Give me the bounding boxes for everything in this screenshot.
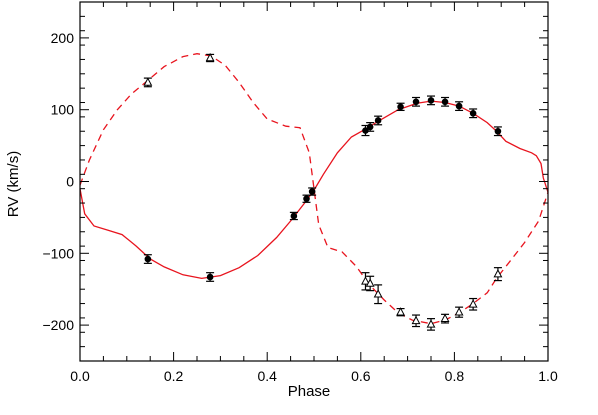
- filled-circle-marker: [494, 127, 502, 135]
- open-triangle-marker: [440, 313, 450, 322]
- open-triangle-marker: [373, 289, 383, 298]
- open-triangle-marker: [426, 319, 436, 328]
- x-tick-label: 0.4: [257, 368, 277, 384]
- primary-data-point: [427, 95, 435, 106]
- primary-data-point: [308, 187, 317, 196]
- filled-circle-marker: [397, 103, 404, 111]
- y-tick-label: 200: [51, 30, 75, 46]
- secondary-data-point: [493, 267, 503, 282]
- primary-data-point: [374, 115, 383, 126]
- filled-circle-marker: [144, 255, 152, 263]
- secondary-data-point: [454, 306, 464, 318]
- secondary-data-point: [205, 52, 215, 63]
- filled-circle-marker: [303, 195, 310, 203]
- x-tick-label: 1.0: [538, 368, 558, 384]
- primary-data-point: [412, 96, 421, 107]
- filled-circle-marker: [374, 117, 382, 124]
- secondary-data-point: [361, 272, 370, 291]
- filled-circle-marker: [427, 97, 435, 104]
- filled-circle-marker: [206, 273, 214, 281]
- open-triangle-marker: [361, 276, 370, 285]
- secondary-data-point: [440, 313, 450, 324]
- y-axis-title: RV (km/s): [5, 151, 22, 217]
- filled-circle-marker: [308, 188, 316, 195]
- primary-data-point: [441, 96, 450, 107]
- open-triangle-marker: [143, 77, 153, 86]
- x-tick-label: 0.8: [445, 368, 465, 384]
- open-triangle-marker: [468, 299, 478, 308]
- secondary-data-point: [373, 284, 383, 305]
- primary-data-point: [469, 108, 478, 119]
- plot-layer: [79, 52, 549, 331]
- secondary-data-point: [365, 275, 375, 292]
- open-triangle-marker: [493, 269, 503, 278]
- primary-data-point: [396, 102, 405, 112]
- x-tick-label: 0.0: [70, 368, 90, 384]
- plot-frame: [79, 1, 549, 362]
- filled-circle-marker: [290, 212, 298, 220]
- primary-data-point: [455, 101, 464, 112]
- dashed-model-curve: [79, 53, 549, 325]
- open-triangle-marker: [454, 307, 464, 316]
- filled-circle-marker: [455, 102, 463, 110]
- axis-layer: 0.0 0.2 0.4 0.6 0.8 1.0 −200 −100 0 100 200: [42, 1, 558, 384]
- y-tick-label: 100: [51, 102, 75, 118]
- y-tick-label: 0: [66, 174, 74, 190]
- filled-circle-marker: [362, 127, 369, 134]
- secondary-data-point: [468, 297, 478, 311]
- secondary-data-point: [426, 318, 436, 331]
- secondary-data-point: [411, 314, 421, 328]
- secondary-data-point: [143, 77, 153, 88]
- filled-circle-marker: [366, 123, 374, 131]
- filled-circle-marker: [469, 109, 477, 117]
- primary-data-point: [366, 122, 375, 132]
- primary-data-point: [206, 272, 215, 282]
- primary-data-point: [143, 254, 152, 264]
- primary-data-point: [493, 126, 502, 137]
- open-triangle-marker: [205, 52, 215, 62]
- x-tick-label: 0.6: [351, 368, 371, 384]
- secondary-data-point: [396, 307, 406, 317]
- open-triangle-marker: [411, 315, 421, 325]
- y-tick-label: −200: [42, 317, 74, 333]
- filled-circle-marker: [441, 98, 449, 106]
- open-triangle-marker: [365, 278, 375, 287]
- primary-data-point: [289, 211, 298, 221]
- open-triangle-marker: [396, 307, 406, 316]
- y-tick-label: −100: [42, 245, 74, 261]
- x-tick-label: 0.2: [164, 368, 184, 384]
- x-axis-title: Phase: [288, 383, 331, 400]
- filled-circle-marker: [412, 98, 420, 106]
